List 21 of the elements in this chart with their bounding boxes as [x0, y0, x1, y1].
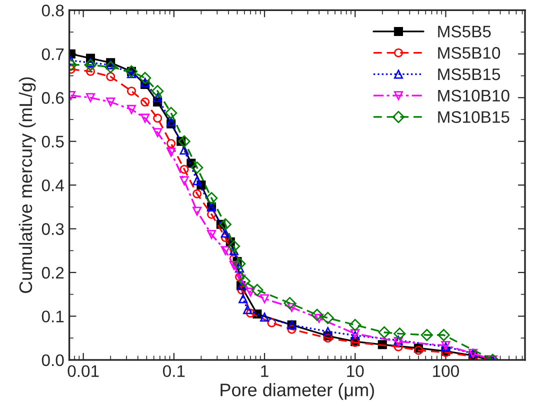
- y-tick-label: 0.3: [42, 223, 64, 235]
- y-tick-label: 0.7: [42, 48, 64, 60]
- y-tick-label: 0.4: [42, 179, 64, 192]
- y-axis-title: Cumulative mercury (mL/g): [18, 77, 36, 294]
- x-axis-title: Pore diameter (μm): [220, 383, 374, 400]
- legend-label: MS10B10: [438, 90, 510, 102]
- y-tick-label: 0.8: [42, 4, 64, 16]
- legend-label: MS5B10: [438, 47, 500, 59]
- y-tick-label: 0.5: [42, 136, 64, 148]
- x-tick-label: 100: [433, 365, 459, 378]
- legend-label: MS5B5: [438, 26, 491, 38]
- x-tick-label: 1: [261, 365, 268, 377]
- y-tick-label: 0.6: [42, 92, 64, 104]
- y-tick-label: 0.0: [42, 354, 64, 366]
- legend-label: MS5B15: [438, 68, 500, 80]
- x-tick-label: 10: [347, 365, 364, 378]
- legend-label: MS10B15: [438, 111, 510, 123]
- y-tick-label: 0.1: [42, 310, 64, 322]
- x-tick-label: 0.1: [162, 365, 185, 378]
- y-tick-label: 0.2: [42, 266, 64, 279]
- x-tick-label: 0.01: [68, 365, 99, 378]
